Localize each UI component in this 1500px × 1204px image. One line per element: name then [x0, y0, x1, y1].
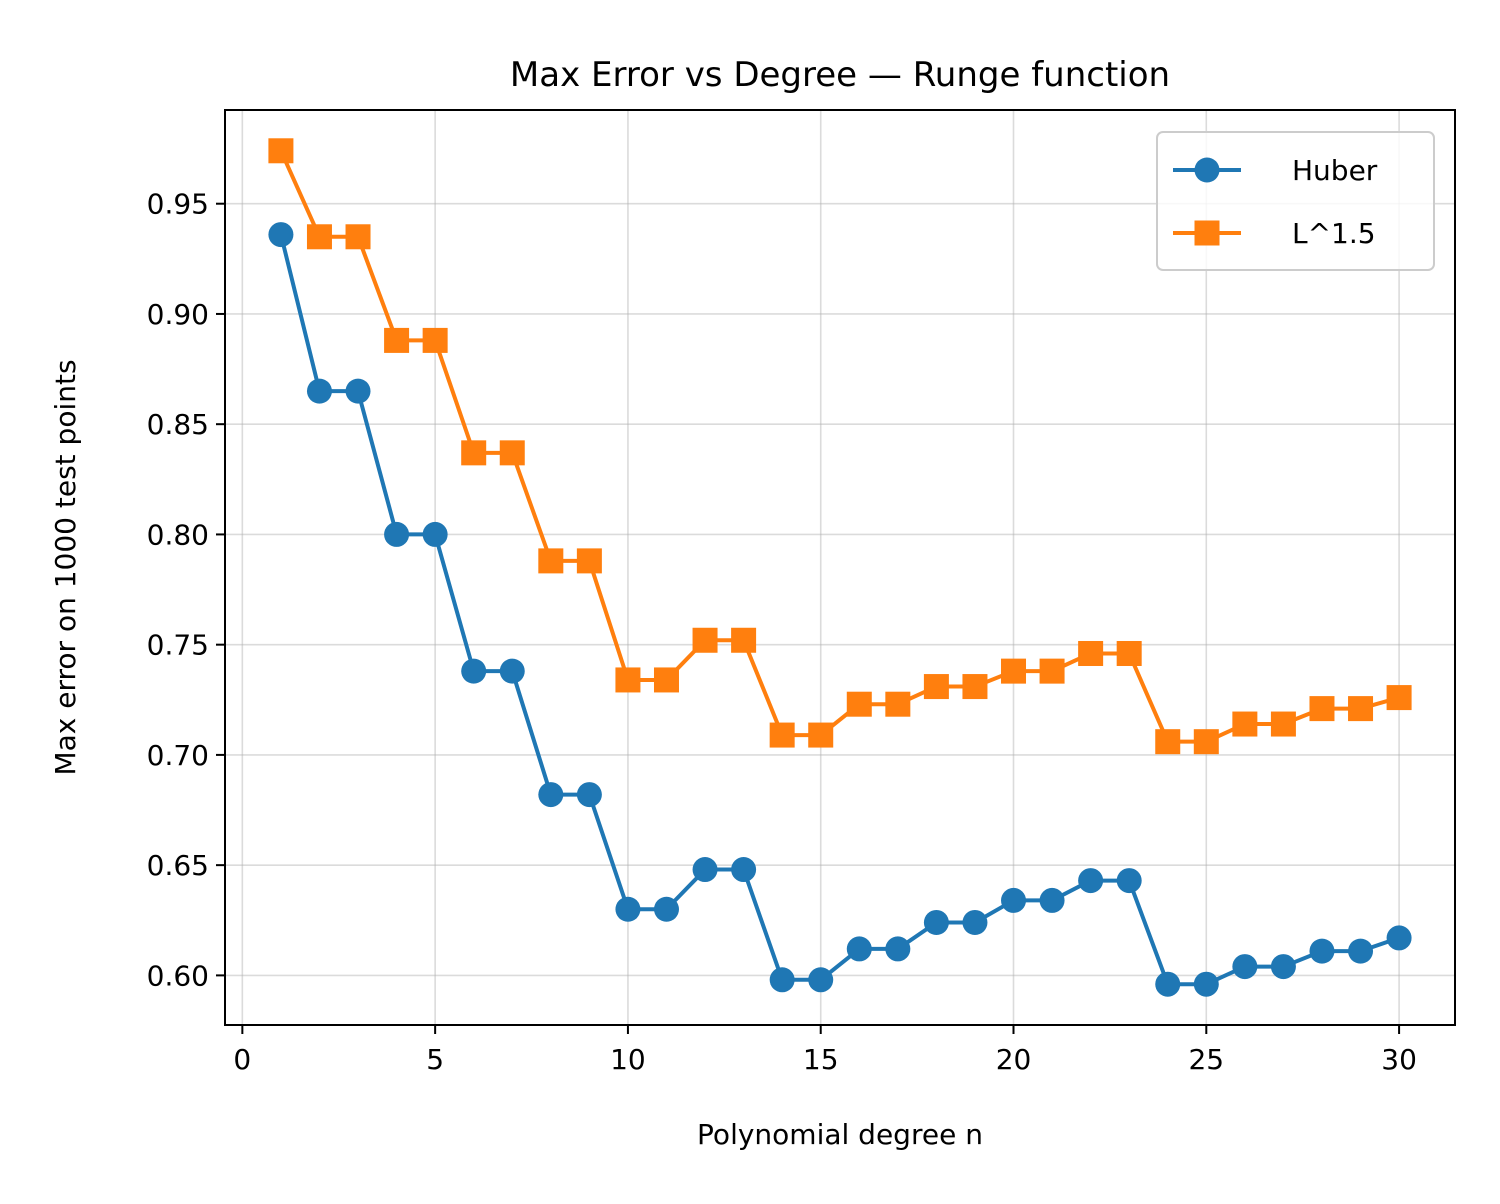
y-tick-label: 0.90 — [147, 298, 209, 331]
data-point — [1193, 971, 1219, 997]
data-point — [923, 909, 949, 935]
x-tick-label: 15 — [803, 1043, 839, 1076]
data-point — [1348, 938, 1374, 964]
data-point — [1309, 938, 1335, 964]
data-point — [306, 224, 332, 250]
plot-frame — [224, 109, 1456, 1026]
series-layer — [268, 138, 1412, 997]
data-point — [808, 967, 834, 993]
data-point — [1116, 868, 1142, 894]
y-tick-label: 0.80 — [147, 518, 209, 551]
data-point — [769, 722, 795, 748]
legend-item-l-1-5: L^1.5 — [1173, 217, 1376, 250]
data-point — [1078, 640, 1104, 666]
y-tick-label: 0.85 — [147, 408, 209, 441]
data-point — [461, 440, 487, 466]
data-point — [345, 378, 371, 404]
legend-label: L^1.5 — [1292, 217, 1376, 250]
data-point — [731, 627, 757, 653]
data-point — [1309, 696, 1335, 722]
series-l-1-5 — [268, 138, 1412, 755]
data-point — [1386, 685, 1412, 711]
data-point — [538, 548, 564, 574]
data-point — [692, 627, 718, 653]
data-point — [962, 674, 988, 700]
x-tick-label: 10 — [610, 1043, 646, 1076]
data-point — [846, 691, 872, 717]
data-point — [692, 857, 718, 883]
data-point — [1386, 925, 1412, 951]
data-point — [1232, 711, 1258, 737]
legend-item-huber: Huber — [1173, 154, 1378, 187]
chart-title: Max Error vs Degree — Runge function — [510, 55, 1170, 95]
data-point — [1348, 696, 1374, 722]
data-point — [1001, 658, 1027, 684]
data-point — [538, 782, 564, 808]
series-line — [278, 232, 1402, 987]
data-point — [846, 936, 872, 962]
x-tick-label: 5 — [426, 1043, 444, 1076]
data-point — [384, 327, 410, 353]
y-tick-label: 0.65 — [147, 849, 209, 882]
data-point — [1039, 887, 1065, 913]
y-tick-label: 0.95 — [147, 188, 209, 221]
data-point — [576, 548, 602, 574]
data-point — [576, 782, 602, 808]
data-point — [769, 967, 795, 993]
data-point — [461, 658, 487, 684]
data-point — [499, 440, 525, 466]
ticks-layer: 0 5 10 15 20 25 30 0.60 0.65 0.70 0.75 0.80 0.85 0.90… — [147, 188, 1417, 1076]
data-point — [1270, 954, 1296, 980]
y-tick-label: 0.75 — [147, 629, 209, 662]
data-point — [731, 857, 757, 883]
data-point — [1039, 658, 1065, 684]
data-point — [422, 327, 448, 353]
data-point — [1155, 971, 1181, 997]
data-point — [306, 378, 332, 404]
legend-marker — [1194, 220, 1220, 246]
data-point — [1078, 868, 1104, 894]
data-point — [1232, 954, 1258, 980]
x-tick-label: 30 — [1381, 1043, 1417, 1076]
data-point — [615, 667, 641, 693]
series-huber — [268, 222, 1412, 997]
data-point — [923, 674, 949, 700]
data-point — [384, 521, 410, 547]
data-point — [268, 222, 294, 248]
data-point — [345, 224, 371, 250]
legend: Huber L^1.5 — [1156, 131, 1435, 271]
data-point — [962, 909, 988, 935]
x-tick-label: 0 — [233, 1043, 251, 1076]
data-point — [615, 896, 641, 922]
data-point — [422, 521, 448, 547]
data-point — [1155, 729, 1181, 755]
data-point — [653, 896, 679, 922]
legend-box — [1156, 131, 1435, 271]
legend-label: Huber — [1292, 154, 1378, 187]
data-point — [1193, 729, 1219, 755]
y-axis-label: Max error on 1000 test points — [49, 359, 82, 775]
data-point — [1116, 640, 1142, 666]
y-tick-label: 0.60 — [147, 959, 209, 992]
data-point — [268, 138, 294, 164]
x-tick-label: 20 — [996, 1043, 1032, 1076]
data-point — [1270, 711, 1296, 737]
x-tick-label: 25 — [1188, 1043, 1224, 1076]
data-point — [653, 667, 679, 693]
data-point — [885, 936, 911, 962]
x-axis-label: Polynomial degree n — [697, 1118, 983, 1151]
data-point — [808, 722, 834, 748]
legend-marker — [1194, 157, 1220, 183]
data-point — [499, 658, 525, 684]
data-point — [885, 691, 911, 717]
y-tick-label: 0.70 — [147, 739, 209, 772]
data-point — [1001, 887, 1027, 913]
